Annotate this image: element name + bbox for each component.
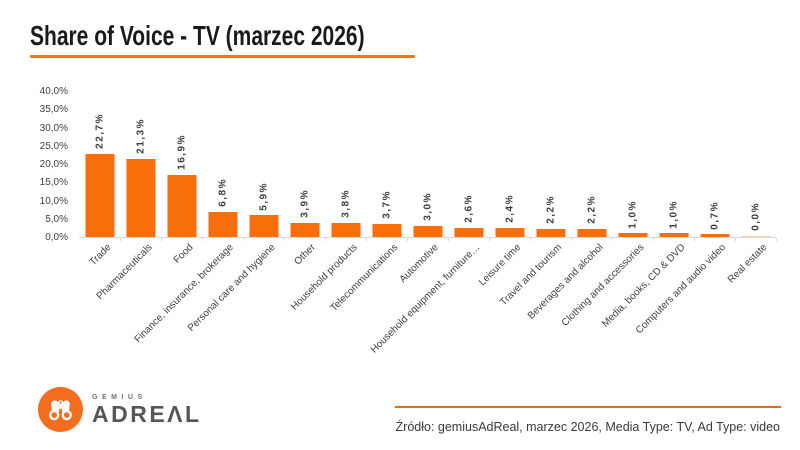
gemius-adreal-logo: GEMIUS ADREΛL: [38, 387, 202, 432]
bar-value-label: 3,8%: [340, 189, 351, 219]
bar: [700, 234, 729, 237]
bar-value-label: 16,9%: [176, 134, 187, 171]
bar-value-label: 0,7%: [709, 200, 720, 230]
bar-column: 1,0% Clothing and accessories: [559, 92, 654, 329]
bar: [208, 212, 237, 237]
page-title: Share of Voice - TV (marzec 2026): [30, 20, 365, 51]
y-axis-tick-label: 30,0%: [39, 122, 68, 134]
y-axis-tick-label: 10,0%: [39, 195, 68, 207]
bar-value-label: 0,0%: [750, 201, 761, 231]
bar: [618, 233, 647, 237]
bar-column: 2,2% Beverages and alcohol: [526, 92, 613, 322]
y-axis-tick-label: 15,0%: [39, 177, 68, 189]
bar: [290, 222, 319, 237]
source-divider-line: [395, 406, 781, 408]
bar: [741, 235, 770, 237]
bar-column: 1,0% Media, books, CD & DVD: [600, 92, 695, 330]
bar-column: 3,7% Telecommunications: [328, 92, 408, 314]
bar-value-label: 1,0%: [627, 199, 638, 229]
source-text: Źródło: gemiusAdReal, marzec 2026, Media…: [395, 420, 780, 434]
bar: [536, 228, 565, 237]
bar-column: 5,9% Personal care and hygiene: [185, 92, 285, 334]
bar: [454, 227, 483, 237]
bar-value-label: 3,0%: [422, 192, 433, 222]
logo-adreal-label: ADREΛL: [92, 400, 202, 427]
y-axis-tick-label: 40,0%: [39, 86, 68, 97]
category-label: Clothing and accessories: [559, 242, 647, 329]
bar-column: 0,7% Computers and audio video: [634, 92, 736, 336]
category-label: Automotive: [398, 242, 442, 286]
bar: [577, 228, 606, 237]
logo-text: GEMIUS ADREΛL: [92, 394, 202, 426]
bar-column: 22,7% Trade: [79, 92, 121, 268]
category-label: Media, books, CD & DVD: [599, 242, 688, 330]
bar: [126, 159, 155, 237]
bar-column: 2,4% Leisure time: [477, 92, 531, 288]
category-label: Real estate: [725, 242, 770, 286]
binoculars-icon: [38, 387, 83, 432]
bar: [167, 175, 196, 237]
bar: [249, 215, 278, 237]
bar-value-label: 22,7%: [94, 113, 105, 150]
bar-column: 2,6% Household equipment, furniture…: [369, 92, 490, 356]
bar-value-label: 1,0%: [668, 199, 679, 229]
bar-column: 3,8% Household products: [289, 92, 367, 313]
bar-column: 3,9% Other: [284, 92, 326, 267]
plot-area: 22,7% Trade 21,3% Pharmaceuticals 16,9% Food 6…: [79, 92, 777, 356]
y-axis-tick-label: 25,0%: [39, 140, 68, 152]
y-axis-tick-label: 20,0%: [39, 159, 68, 170]
bar-column: 2,2% Travel and tourism: [498, 92, 572, 308]
category-label: Food: [171, 242, 196, 266]
logo-gemius-label: GEMIUS: [92, 393, 147, 401]
bar-column: 0,0% Real estate: [726, 92, 777, 286]
bar-value-label: 6,8%: [217, 178, 228, 208]
bar-column: 21,3% Pharmaceuticals: [94, 92, 162, 302]
bar-value-label: 3,9%: [299, 188, 310, 218]
y-axis: 40,0% 35,0% 30,0% 25,0% 20,0% 15,0% 10,0% 5,0% 0…: [30, 87, 68, 243]
category-label: Beverages and alcohol: [525, 242, 606, 322]
bar-value-label: 3,7%: [381, 189, 392, 219]
bar: [85, 154, 114, 237]
category-label: Trade: [87, 242, 114, 268]
bar-column: 3,0% Automotive: [398, 92, 449, 285]
category-label: Personal care and hygiene: [185, 242, 278, 334]
bar-value-label: 2,2%: [545, 195, 556, 224]
share-of-voice-bar-chart: 40,0% 35,0% 30,0% 25,0% 20,0% 15,0% 10,0% 5,0% 0…: [30, 87, 780, 372]
y-axis-tick-label: 5,0%: [45, 213, 68, 225]
bar-value-label: 2,6%: [463, 193, 474, 223]
bar: [331, 223, 360, 237]
bar-column: 6,8% Finance, insurance, brokerage: [133, 92, 244, 345]
bar-value-label: 21,3%: [135, 118, 146, 155]
bar: [495, 228, 524, 237]
bar: [372, 223, 401, 237]
y-axis-tick-label: 35,0%: [39, 104, 68, 116]
bar: [659, 233, 688, 237]
category-label: Other: [292, 242, 319, 268]
bar-column: 16,9% Food: [161, 92, 203, 266]
bar-value-label: 2,4%: [504, 194, 515, 224]
y-axis-tick-label: 0,0%: [45, 232, 68, 243]
title-underline: [30, 55, 415, 58]
bar-value-label: 5,9%: [258, 181, 269, 211]
bar-value-label: 2,2%: [586, 195, 597, 224]
bar: [413, 226, 442, 237]
